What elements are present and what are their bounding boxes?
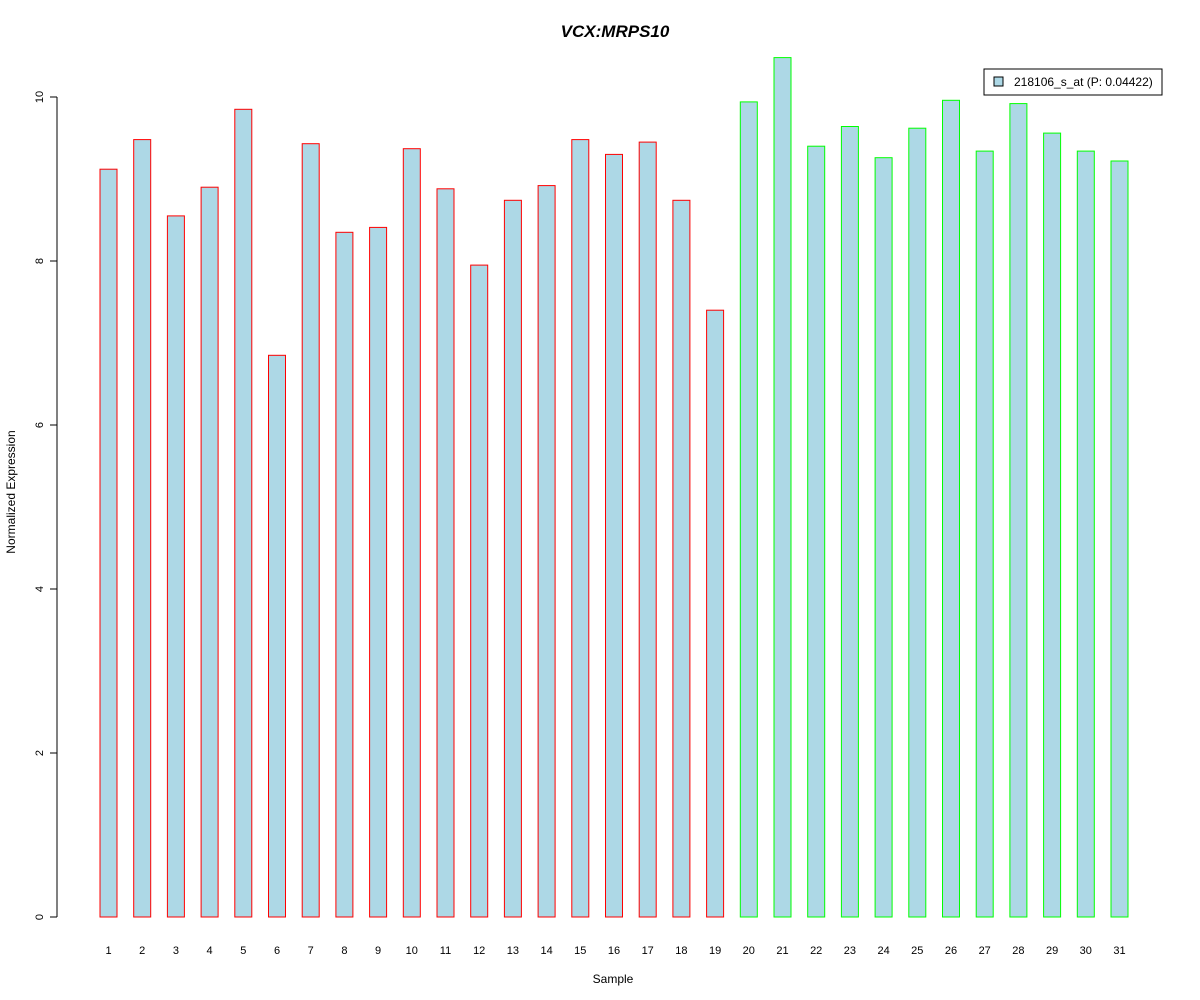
bar-sample-25 <box>908 127 927 918</box>
x-tick-label: 23 <box>844 945 856 957</box>
bar-sample-23 <box>840 126 859 918</box>
bar-sample-6 <box>268 354 286 918</box>
x-tick-label: 7 <box>308 945 314 957</box>
bar-sample-7 <box>301 143 320 918</box>
x-tick-label: 22 <box>810 945 822 957</box>
y-axis-label: Normalized Expression <box>4 430 18 553</box>
bar-sample-8 <box>335 231 354 918</box>
bar-sample-1 <box>99 168 118 918</box>
x-tick-label: 25 <box>911 945 923 957</box>
bar-sample-10 <box>402 148 421 918</box>
y-tick-label: 10 <box>34 91 46 103</box>
x-tick-label: 1 <box>105 945 111 957</box>
x-tick-label: 11 <box>440 945 451 957</box>
x-tick-label: 3 <box>173 945 179 957</box>
y-tick-label: 6 <box>34 422 46 428</box>
legend-swatch <box>993 76 1004 87</box>
x-tick-label: 13 <box>507 945 519 957</box>
bar-sample-14 <box>537 185 556 918</box>
bar-sample-3 <box>166 215 185 918</box>
x-tick-label: 31 <box>1113 945 1125 957</box>
x-tick-label: 21 <box>776 945 788 957</box>
x-tick-label: 20 <box>743 945 755 957</box>
bar-sample-22 <box>807 145 826 918</box>
bars-group <box>99 57 1129 918</box>
bar-sample-4 <box>200 186 219 918</box>
bar-sample-26 <box>942 99 960 918</box>
x-axis-label: Sample <box>593 972 634 986</box>
y-tick-label: 8 <box>34 258 46 264</box>
x-tick-label: 15 <box>574 945 586 957</box>
bar-sample-24 <box>874 157 893 918</box>
bar-sample-20 <box>739 101 758 918</box>
legend-label: 218106_s_at (P: 0.04422) <box>1014 75 1153 89</box>
bar-sample-29 <box>1043 132 1062 918</box>
bar-sample-21 <box>773 57 792 918</box>
bar-sample-16 <box>605 153 623 918</box>
bar-sample-18 <box>672 199 691 918</box>
x-tick-label: 14 <box>540 945 552 957</box>
x-tick-label: 12 <box>473 945 485 957</box>
x-tick-label: 17 <box>642 945 654 957</box>
bar-sample-11 <box>436 188 455 918</box>
bar-sample-5 <box>234 108 253 918</box>
x-tick-label: 16 <box>608 945 620 957</box>
y-axis: 0 2 4 6 8 10 <box>34 91 58 920</box>
x-tick-label: 19 <box>709 945 721 957</box>
x-tick-label: 18 <box>675 945 687 957</box>
x-tick-label: 28 <box>1012 945 1024 957</box>
legend: 218106_s_at (P: 0.04422) <box>983 68 1163 96</box>
x-tick-label: 4 <box>207 945 213 957</box>
legend-box <box>983 68 1163 96</box>
x-tick-label: 8 <box>341 945 347 957</box>
y-tick-label: 2 <box>34 750 46 756</box>
bar-sample-17 <box>638 141 657 918</box>
x-tick-label: 5 <box>240 945 246 957</box>
x-tick-label: 2 <box>139 945 145 957</box>
x-tick-label: 9 <box>375 945 381 957</box>
y-tick-label: 0 <box>34 914 46 920</box>
x-tick-label: 29 <box>1046 945 1058 957</box>
bar-sample-12 <box>470 264 489 918</box>
bar-sample-19 <box>706 309 725 918</box>
y-tick-label: 4 <box>34 586 46 592</box>
x-tick-label: 10 <box>406 945 418 957</box>
x-tick-labels: 1 2 3 4 5 6 7 8 9 10 11 12 13 14 15 16 17 18 19 20 21 22 23 24 2… <box>105 945 1125 957</box>
bar-sample-28 <box>1009 103 1028 918</box>
bar-sample-2 <box>133 139 152 918</box>
chart-title: VCX:MRPS10 <box>561 22 670 41</box>
bar-sample-27 <box>975 150 994 918</box>
bar-sample-15 <box>571 139 590 918</box>
x-tick-label: 26 <box>945 945 957 957</box>
bar-sample-9 <box>369 226 388 918</box>
x-tick-label: 24 <box>877 945 889 957</box>
bar-sample-31 <box>1110 160 1129 918</box>
x-tick-label: 6 <box>274 945 280 957</box>
bar-sample-30 <box>1076 150 1095 918</box>
x-tick-label: 30 <box>1080 945 1092 957</box>
bar-sample-13 <box>503 199 522 918</box>
x-tick-label: 27 <box>979 945 991 957</box>
